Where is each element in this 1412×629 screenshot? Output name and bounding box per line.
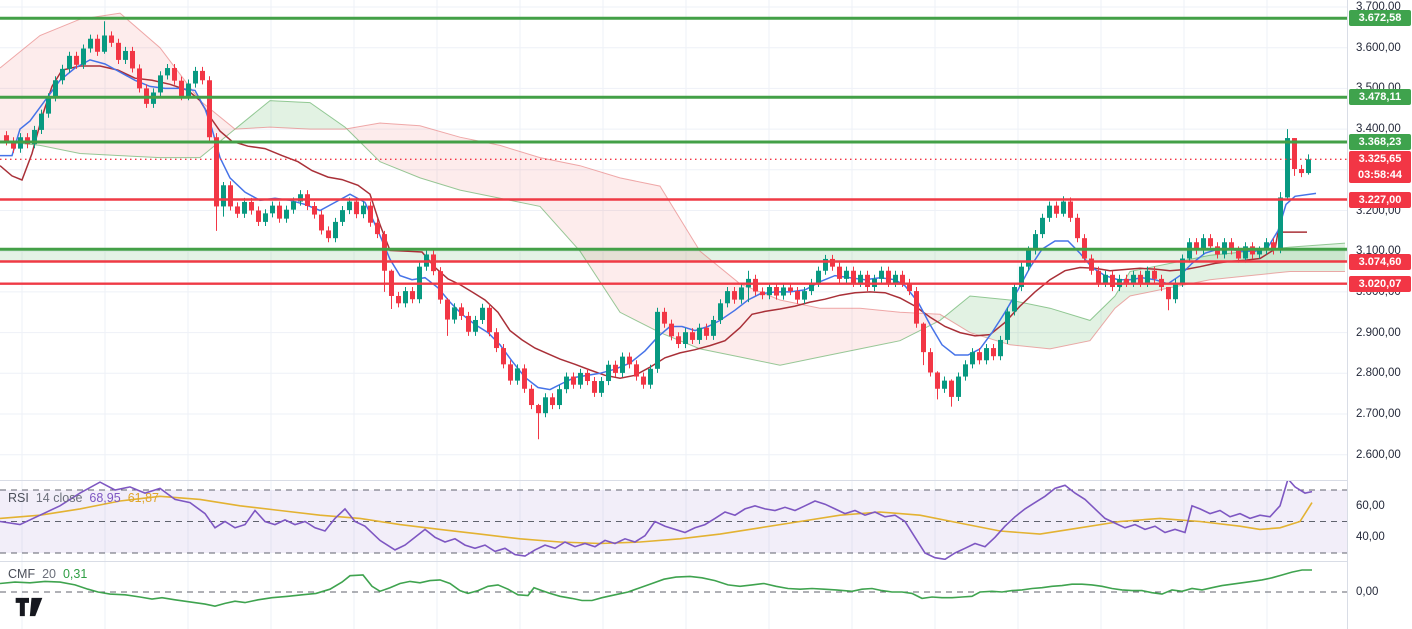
cmf-line [0,569,1312,608]
tradingview-logo[interactable] [14,595,44,624]
price-tick-label: 2.800,00 [1356,367,1401,380]
rsi-title: RSI [8,491,29,505]
level-price-badge: 3.020,07 [1349,275,1411,292]
rsi-tick-label: 40,00 [1356,531,1385,544]
cmf-indicator-label[interactable]: CMF 20 0,31 [8,567,87,581]
current-price-badge: 3.325,65 03:58:44 [1349,151,1411,184]
rsi-value: 68,95 [89,491,121,505]
level-price-badge: 3.672,58 [1349,10,1411,27]
price-tick-label: 3.400,00 [1356,123,1401,136]
price-tick-label: 3.700,00 [1356,1,1401,13]
rsi-indicator-label[interactable]: RSI 14 close 68,95 61,87 [8,491,159,505]
rsi-ma-value: 61,87 [127,491,159,505]
main-pane [0,12,1347,440]
rsi-tick-label: 60,00 [1356,499,1385,512]
cmf-title: CMF [8,567,36,581]
rsi-pane [0,481,1347,560]
price-tick-label: 3.600,00 [1356,41,1401,54]
price-tick-label: 3.200,00 [1356,204,1401,217]
price-levels [0,16,1347,285]
cmf-pane [0,569,1347,608]
rsi-line [0,481,1313,560]
level-price-badge: 3.227,00 [1349,191,1411,208]
price-tick-label: 2.600,00 [1356,448,1401,461]
cmf-value: 0,31 [62,567,88,581]
rsi-params: 14 close [35,491,83,505]
price-tick-label: 2.700,00 [1356,408,1401,420]
price-tick-label: 2.900,00 [1356,326,1401,339]
current-price-value: 3.325,65 [1358,153,1402,166]
cmf-params: 20 [42,567,56,581]
bar-countdown-timer: 03:58:44 [1357,169,1403,182]
price-axis[interactable]: 3.700,003.600,003.500,003.400,003.300,00… [1348,0,1412,629]
level-price-badge: 3.368,23 [1349,134,1411,151]
support-zone-band [0,249,1347,262]
level-price-badge: 3.074,60 [1349,253,1411,270]
level-price-badge: 3.478,11 [1349,89,1411,106]
rsi-ma-line [0,495,1313,545]
ichimoku-cloud [0,12,1346,366]
candles [4,21,1311,440]
cmf-tick-label: 0,00 [1356,586,1379,598]
